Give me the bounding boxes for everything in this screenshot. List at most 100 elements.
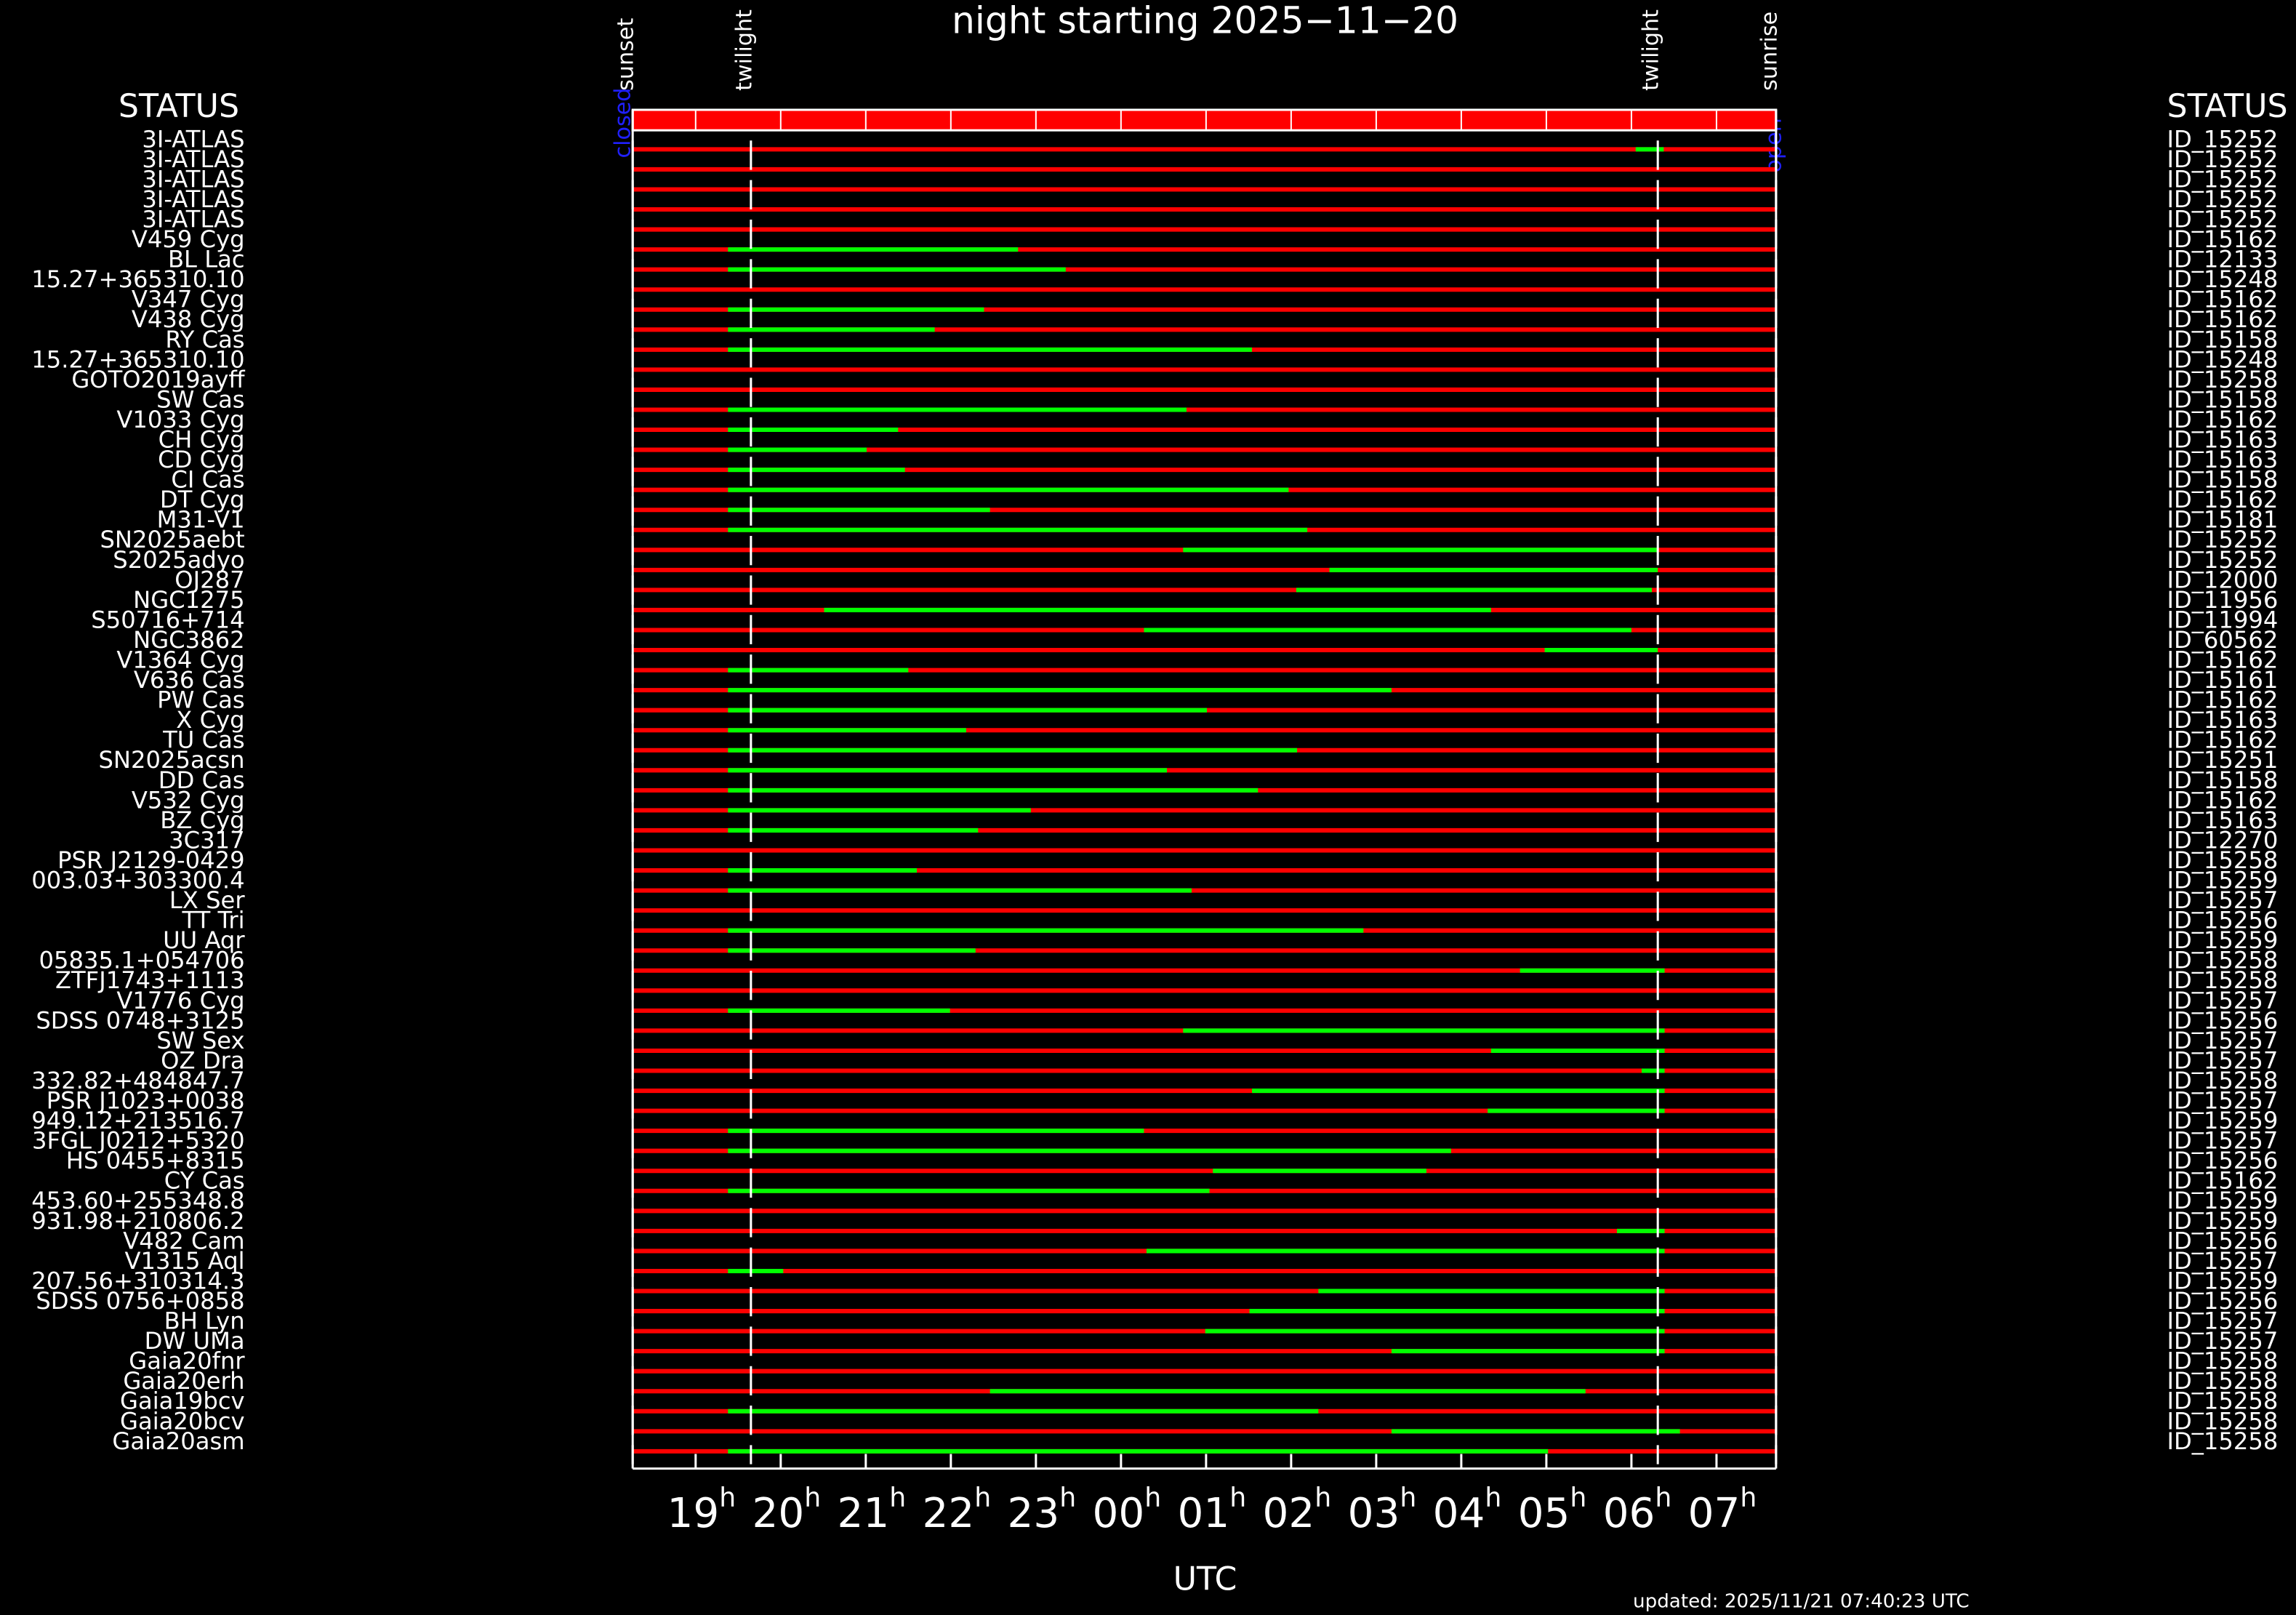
x-tick-unit: h bbox=[1144, 1482, 1161, 1513]
target-id: ID_15181 bbox=[2167, 506, 2278, 534]
target-id: ID_15258 bbox=[2167, 366, 2278, 393]
target-id: ID_11956 bbox=[2167, 586, 2278, 614]
status-bar bbox=[631, 108, 1778, 132]
x-tick-unit: h bbox=[974, 1482, 991, 1513]
target-name: 3I-ATLAS bbox=[142, 165, 244, 193]
target-id: ID_15158 bbox=[2167, 385, 2278, 413]
x-tick-label: 19h bbox=[667, 1482, 736, 1537]
target-name: TT Tri bbox=[181, 907, 244, 934]
target-name: V1776 Cyg bbox=[116, 987, 244, 1014]
target-id: ID_15248 bbox=[2167, 345, 2278, 373]
x-tick-unit: h bbox=[1229, 1482, 1246, 1513]
target-name: NGC3862 bbox=[133, 626, 244, 654]
target-id: ID_15251 bbox=[2167, 746, 2278, 774]
event-label: twilight bbox=[1639, 9, 1664, 91]
target-name: SN2025acsn bbox=[98, 746, 244, 774]
target-name: V482 Cam bbox=[123, 1227, 244, 1254]
target-name: 949.12+213516.7 bbox=[31, 1107, 244, 1134]
x-tick-unit: h bbox=[719, 1482, 736, 1513]
target-id: ID_15162 bbox=[2167, 286, 2278, 313]
target-name: V1364 Cyg bbox=[116, 646, 244, 674]
target-id: ID_15257 bbox=[2167, 1307, 2278, 1335]
target-name: SDSS 0748+3125 bbox=[36, 1006, 244, 1034]
target-id: ID_15258 bbox=[2167, 947, 2278, 974]
target-id: ID_15258 bbox=[2167, 846, 2278, 874]
target-id: ID_15256 bbox=[2167, 1006, 2278, 1034]
target-id: ID_15161 bbox=[2167, 666, 2278, 694]
target-name: X Cyg bbox=[176, 706, 244, 734]
target-name: Gaia20fnr bbox=[129, 1347, 245, 1375]
target-name: V1315 Aql bbox=[125, 1247, 245, 1275]
target-name: S50716+714 bbox=[91, 606, 244, 633]
target-id: ID_15162 bbox=[2167, 406, 2278, 433]
target-name: HS 0455+8315 bbox=[66, 1147, 245, 1174]
target-name: 15.27+365310.10 bbox=[31, 265, 244, 293]
target-id: ID_15256 bbox=[2167, 1287, 2278, 1315]
x-tick-number: 02 bbox=[1263, 1490, 1315, 1537]
target-id: ID_15259 bbox=[2167, 926, 2278, 954]
target-name: 003.03+303300.4 bbox=[31, 867, 244, 894]
target-id: ID_15163 bbox=[2167, 806, 2278, 834]
target-id: ID_11994 bbox=[2167, 606, 2278, 633]
target-name: PW Cas bbox=[157, 686, 245, 714]
target-name: CI Cas bbox=[171, 466, 244, 494]
target-name: 3C317 bbox=[169, 826, 244, 854]
status-header: STATUS bbox=[119, 88, 239, 125]
target-name: UU Aqr bbox=[163, 926, 245, 954]
target-id: ID_15252 bbox=[2167, 205, 2278, 233]
target-name: OZ Dra bbox=[161, 1046, 244, 1074]
target-name: M31-V1 bbox=[157, 506, 245, 534]
target-id: ID_15259 bbox=[2167, 1107, 2278, 1134]
target-name: 15.27+365310.10 bbox=[31, 345, 244, 373]
target-name: Gaia19bcv bbox=[120, 1387, 245, 1415]
x-tick-label: 03h bbox=[1348, 1482, 1417, 1537]
target-name: SW Sex bbox=[156, 1027, 244, 1054]
target-name: DW UMa bbox=[145, 1327, 245, 1355]
target-name: BZ Cyg bbox=[160, 806, 244, 834]
target-id: ID_15162 bbox=[2167, 786, 2278, 814]
target-id: ID_15252 bbox=[2167, 185, 2278, 213]
x-tick-unit: h bbox=[1570, 1482, 1586, 1513]
target-name: V347 Cyg bbox=[132, 286, 245, 313]
target-name: Gaia20erh bbox=[123, 1367, 244, 1395]
target-id: ID_15162 bbox=[2167, 486, 2278, 513]
target-id: ID_15162 bbox=[2167, 305, 2278, 333]
target-name: V459 Cyg bbox=[132, 225, 245, 253]
target-id: ID_15256 bbox=[2167, 1147, 2278, 1174]
x-tick-label: 20h bbox=[752, 1482, 822, 1537]
x-tick-label: 06h bbox=[1603, 1482, 1672, 1537]
x-tick-label: 22h bbox=[923, 1482, 992, 1537]
target-id: ID_15252 bbox=[2167, 125, 2278, 153]
target-name: GOTO2019ayff bbox=[71, 366, 245, 393]
target-name: 05835.1+054706 bbox=[39, 947, 245, 974]
x-tick-number: 23 bbox=[1008, 1490, 1060, 1537]
target-name: TU Cas bbox=[162, 726, 244, 754]
target-id: ID_15257 bbox=[2167, 1046, 2278, 1074]
updated-stamp: updated: 2025/11/21 07:40:23 UTC bbox=[1633, 1590, 1970, 1612]
target-id: ID_12270 bbox=[2167, 826, 2278, 854]
x-tick-number: 00 bbox=[1093, 1490, 1145, 1537]
target-id: ID_15252 bbox=[2167, 145, 2278, 173]
target-name: DT Cyg bbox=[160, 486, 245, 513]
target-id: ID_15258 bbox=[2167, 1367, 2278, 1395]
target-id: ID_15162 bbox=[2167, 1167, 2278, 1195]
x-tick-label: 23h bbox=[1008, 1482, 1077, 1537]
target-id: ID_15258 bbox=[2167, 1347, 2278, 1375]
target-name: 3I-ATLAS bbox=[142, 145, 244, 173]
target-id: ID_15257 bbox=[2167, 1087, 2278, 1115]
target-name: LX Ser bbox=[169, 886, 245, 914]
target-id: ID_15258 bbox=[2167, 1067, 2278, 1094]
target-id: ID_15248 bbox=[2167, 265, 2278, 293]
x-tick-unit: h bbox=[1740, 1482, 1757, 1513]
status-header: STATUS bbox=[2167, 88, 2287, 125]
target-id: ID_15158 bbox=[2167, 466, 2278, 494]
x-tick-number: 07 bbox=[1688, 1490, 1741, 1537]
target-name: OJ287 bbox=[174, 566, 244, 593]
x-tick-unit: h bbox=[1485, 1482, 1501, 1513]
target-id: ID_15258 bbox=[2167, 1407, 2278, 1435]
target-name: 3I-ATLAS bbox=[142, 185, 244, 213]
target-name: 207.56+310314.3 bbox=[31, 1267, 244, 1294]
event-label: twilight bbox=[731, 9, 757, 91]
target-name: Gaia20bcv bbox=[120, 1407, 245, 1435]
target-name: NGC1275 bbox=[133, 586, 244, 614]
